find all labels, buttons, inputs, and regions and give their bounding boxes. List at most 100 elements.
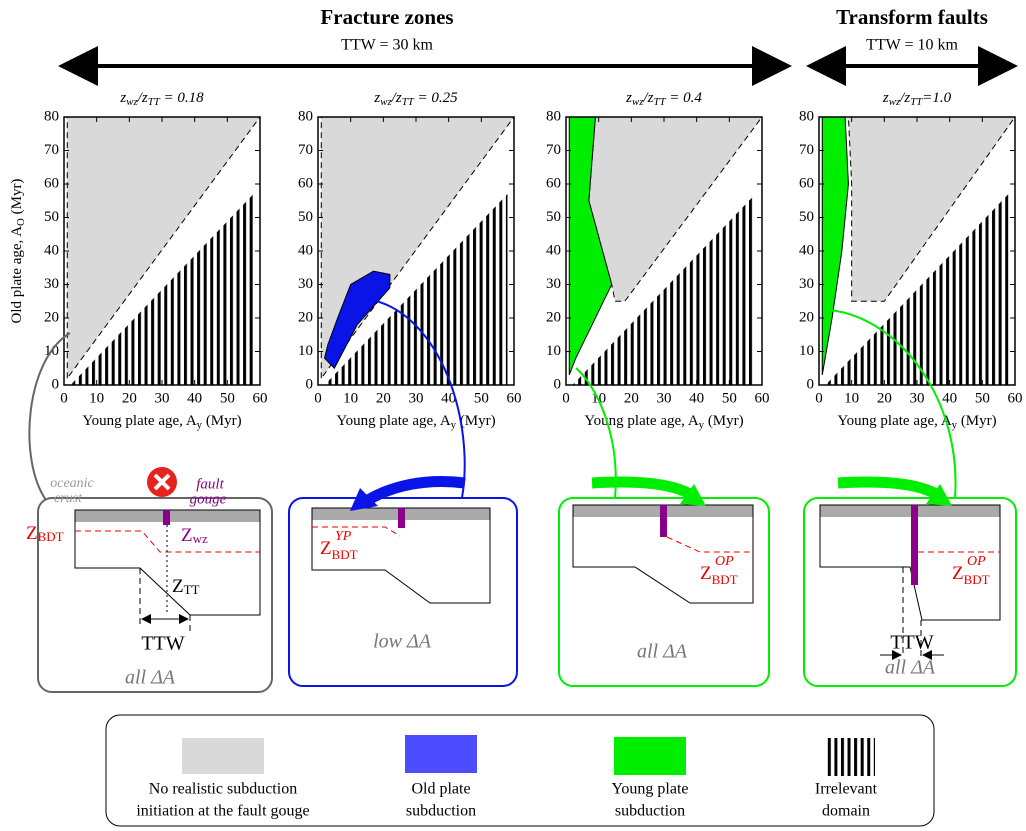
connector <box>371 299 466 499</box>
y-tick-label: 0 <box>554 376 562 392</box>
x-tick-label: 20 <box>376 390 391 406</box>
diagram: ZBDT OP all ΔA <box>558 476 770 687</box>
label-main: Z <box>172 576 184 597</box>
x-axis-label: Young plate age, Ay (Myr) <box>584 413 743 431</box>
chart-title-part: = 0.25 <box>414 90 458 106</box>
label-sub: wz <box>193 531 208 546</box>
y-tick-label: 40 <box>546 242 561 258</box>
label-main: Z <box>181 525 193 546</box>
legend-label: Old plate <box>411 781 470 798</box>
x-tick-label: 60 <box>755 390 770 406</box>
x-tick-label: 50 <box>722 390 737 406</box>
x-axis-label-part: (Myr) <box>704 413 744 429</box>
x-axis-label-part: Young plate age, A <box>82 413 196 429</box>
region <box>324 194 508 385</box>
y-tick-label: 20 <box>799 309 814 325</box>
motion-arrowhead <box>680 484 706 506</box>
x-tick-label: 60 <box>507 390 522 406</box>
y-tick-label: 70 <box>546 142 561 158</box>
label-sup: OP <box>715 554 734 569</box>
y-tick-label: 50 <box>546 209 561 225</box>
y-tick-label: 80 <box>298 108 313 124</box>
chart-title-part: wz <box>126 96 138 108</box>
diagram: oceanic crust fault gouge ZBDT Zwz ZTT T… <box>26 467 273 693</box>
x-tick-label: 40 <box>187 390 202 406</box>
legend: No realistic subduction initiation at the… <box>136 735 878 820</box>
label: ZBDT <box>952 563 990 587</box>
x-axis-label-part: y <box>952 419 958 431</box>
motion-arrowhead <box>926 484 952 506</box>
label: Zwz <box>181 525 208 546</box>
chart-title-part: z <box>119 90 126 106</box>
label: TTW <box>141 633 184 655</box>
motion-arrow <box>365 476 466 505</box>
legend-label: subduction <box>406 803 476 820</box>
chart-title-part: /z <box>137 90 148 106</box>
x-tick-label: 0 <box>562 390 570 406</box>
label-sup: YP <box>335 529 352 544</box>
x-axis-label-part: y <box>699 419 705 431</box>
diagram: ZBDT YP low ΔA <box>288 476 518 687</box>
x-tick-label: 20 <box>122 390 137 406</box>
x-tick-label: 30 <box>409 390 424 406</box>
legend-box <box>105 714 935 827</box>
chart-title-part: TT <box>653 96 666 108</box>
region <box>847 116 1016 302</box>
x-tick-label: 10 <box>844 390 859 406</box>
label-main: Z <box>952 563 964 584</box>
region <box>572 194 756 385</box>
label-sup: OP <box>967 554 986 569</box>
y-tick-label: 70 <box>44 142 59 158</box>
x-tick-label: 40 <box>942 390 957 406</box>
y-tick-label: 50 <box>799 209 814 225</box>
chart-title-part: TT <box>910 96 923 108</box>
region <box>825 194 1009 385</box>
header-title: Fracture zones <box>320 5 453 29</box>
connector <box>829 309 957 499</box>
diagram-box <box>37 497 273 693</box>
label-sub: BDT <box>964 572 990 587</box>
legend-label: No realistic subduction <box>149 781 297 798</box>
chart-title-part: TT <box>402 96 415 108</box>
label: low ΔA <box>373 631 432 653</box>
x-tick-label: 60 <box>1008 390 1023 406</box>
y-tick-label: 40 <box>799 242 814 258</box>
x-tick-label: 20 <box>877 390 892 406</box>
x-tick-label: 30 <box>155 390 170 406</box>
y-tick-label: 70 <box>298 142 313 158</box>
label-main: Z <box>700 563 712 584</box>
y-axis-label-part: Old plate age, A <box>9 226 25 324</box>
legend-label: initiation at the fault gouge <box>136 803 309 820</box>
legend-label: Young plate <box>611 781 688 798</box>
y-tick-label: 30 <box>44 276 59 292</box>
x-tick-label: 20 <box>624 390 639 406</box>
label-sub: BDT <box>712 572 738 587</box>
label: all ΔA <box>637 641 688 663</box>
region <box>70 194 254 385</box>
chart-title-part: z <box>882 90 889 106</box>
y-tick-label: 20 <box>546 309 561 325</box>
no-icon-cross <box>153 473 171 491</box>
label: crust <box>54 491 83 506</box>
y-axis-label-part: (Myr) <box>9 179 25 219</box>
label: ZBDT <box>320 538 358 562</box>
chart-title: zwz/zTT = 0.18 <box>119 90 204 108</box>
chart-title-part: /z <box>391 90 402 106</box>
x-axis-label-part: (Myr) <box>957 413 997 429</box>
region <box>323 270 391 370</box>
chart-title: zwz/zTT = 0.4 <box>625 90 702 108</box>
x-tick-label: 10 <box>343 390 358 406</box>
connector <box>28 332 71 501</box>
y-tick-label: 80 <box>799 108 814 124</box>
label: ZBDT <box>700 563 738 587</box>
plate-outline <box>311 507 491 604</box>
x-tick-label: 10 <box>89 390 104 406</box>
label: ZTT <box>172 576 200 597</box>
motion-arrow <box>837 476 939 499</box>
label-sub: TT <box>184 582 200 597</box>
bdt-line <box>75 530 260 553</box>
label: oceanic <box>50 476 94 491</box>
x-axis-label-part: y <box>451 419 457 431</box>
